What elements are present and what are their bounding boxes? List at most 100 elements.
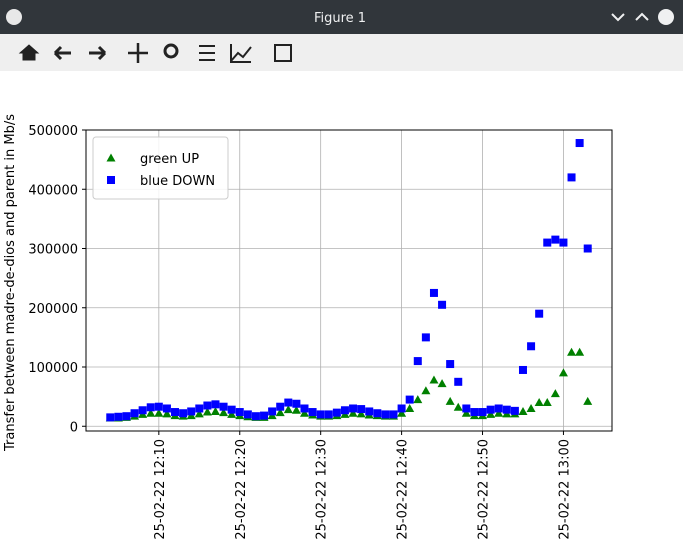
- y-tick-label: 200000: [28, 302, 78, 317]
- marker: [276, 402, 285, 411]
- x-tick-label: 25-02-22 12:10: [153, 439, 168, 540]
- marker: [356, 409, 366, 418]
- marker: [106, 413, 115, 422]
- marker: [518, 406, 528, 415]
- marker: [559, 238, 568, 247]
- marker: [535, 309, 544, 318]
- marker: [405, 395, 414, 404]
- marker: [107, 176, 115, 184]
- marker: [445, 396, 455, 405]
- marker: [203, 401, 212, 410]
- marker: [550, 389, 560, 398]
- pan-button[interactable]: [128, 43, 148, 63]
- marker: [268, 407, 277, 416]
- marker: [114, 412, 123, 421]
- marker: [567, 347, 577, 356]
- marker: [260, 411, 269, 420]
- marker: [583, 244, 592, 253]
- title-bar: [0, 0, 683, 34]
- marker: [413, 395, 423, 404]
- marker: [243, 410, 252, 419]
- marker: [527, 342, 536, 351]
- y-tick-label: 100000: [28, 361, 78, 376]
- marker: [429, 375, 439, 384]
- toolbar: [0, 34, 683, 71]
- close-button[interactable]: [658, 9, 674, 25]
- marker: [187, 407, 196, 416]
- marker: [179, 409, 188, 418]
- marker: [308, 408, 317, 417]
- marker: [299, 408, 309, 417]
- marker: [283, 405, 293, 414]
- marker: [558, 368, 568, 377]
- marker: [389, 410, 398, 419]
- marker: [381, 410, 390, 419]
- marker: [543, 238, 552, 247]
- x-tick-label: 25-02-22 12:50: [477, 439, 492, 540]
- forward-button[interactable]: [89, 45, 107, 61]
- marker: [122, 412, 131, 421]
- marker: [138, 406, 147, 415]
- marker: [534, 398, 544, 407]
- marker: [575, 347, 585, 356]
- x-tick-label: 25-02-22 12:30: [315, 439, 330, 540]
- x-tick-label: 25-02-22 12:40: [396, 439, 411, 540]
- save-button[interactable]: [274, 44, 292, 62]
- marker: [583, 396, 593, 405]
- zoom-button[interactable]: [163, 43, 179, 59]
- marker: [340, 406, 349, 415]
- y-tick-label: 300000: [28, 243, 78, 258]
- marker: [453, 402, 463, 411]
- toolbar-icons[interactable]: [18, 43, 292, 63]
- marker: [146, 408, 156, 417]
- marker: [291, 405, 301, 414]
- marker: [542, 398, 552, 407]
- marker: [332, 408, 341, 417]
- marker: [526, 403, 536, 412]
- marker: [348, 408, 358, 417]
- marker: [219, 402, 228, 411]
- marker: [551, 235, 560, 244]
- marker: [194, 409, 204, 418]
- marker: [227, 409, 237, 418]
- marker: [421, 333, 430, 342]
- marker: [235, 408, 244, 417]
- back-button[interactable]: [53, 45, 71, 61]
- marker: [365, 407, 374, 416]
- marker: [470, 408, 479, 417]
- marker: [171, 408, 180, 417]
- marker: [373, 409, 382, 418]
- marker: [462, 404, 471, 413]
- marker: [502, 405, 511, 414]
- marker: [275, 408, 285, 417]
- subplots-button[interactable]: [199, 45, 215, 61]
- marker: [349, 404, 358, 413]
- marker: [461, 408, 471, 417]
- marker: [300, 404, 309, 413]
- marker: [494, 404, 503, 413]
- marker: [486, 405, 495, 414]
- marker: [202, 407, 212, 416]
- marker: [284, 398, 293, 407]
- app-icon: [6, 9, 22, 25]
- marker: [251, 412, 260, 421]
- window-controls[interactable]: [611, 12, 649, 22]
- marker: [195, 404, 204, 413]
- y-tick-label: 400000: [28, 183, 78, 198]
- edit-axes-button[interactable]: [230, 44, 252, 63]
- marker: [154, 402, 163, 411]
- marker: [316, 410, 325, 419]
- marker: [486, 409, 496, 418]
- marker: [397, 408, 407, 417]
- marker: [567, 173, 576, 182]
- marker: [429, 288, 438, 297]
- y-tick-label: 0: [70, 420, 78, 435]
- marker: [405, 403, 415, 412]
- marker: [154, 408, 164, 417]
- marker: [211, 400, 220, 409]
- home-button[interactable]: [18, 44, 40, 61]
- marker: [219, 408, 229, 417]
- y-axis-label: Transfer between madre-de-dios and paren…: [3, 114, 18, 452]
- plot: 0 100000 200000 300000 400000 500000 25-02-22 …: [3, 114, 613, 540]
- marker: [510, 406, 519, 415]
